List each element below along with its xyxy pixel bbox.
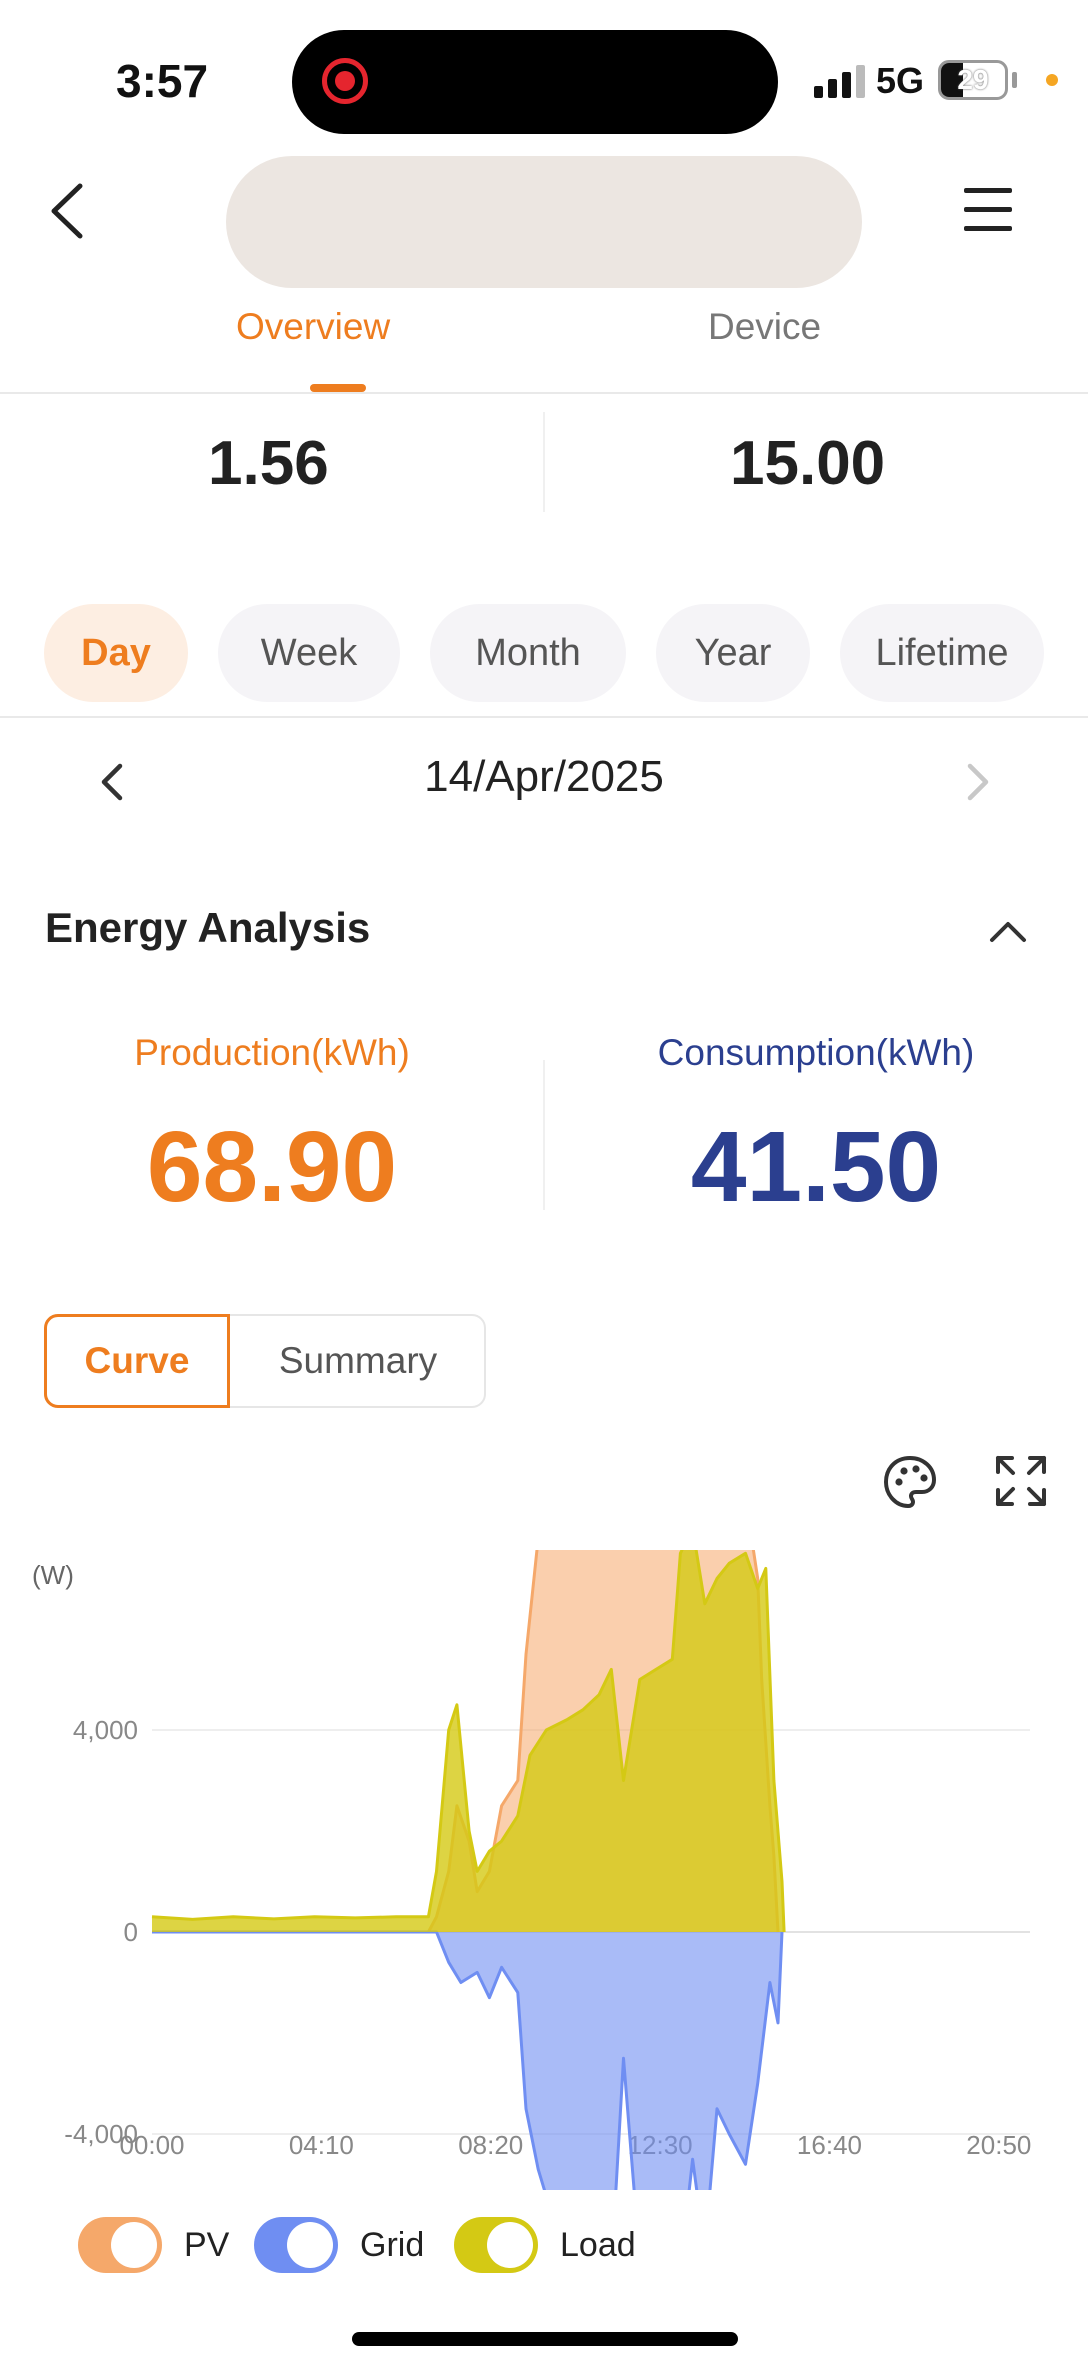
palette-icon bbox=[884, 1456, 936, 1508]
expand-icon bbox=[996, 1456, 1046, 1506]
network-type: 5G bbox=[876, 60, 925, 101]
legend-label-load: Load bbox=[560, 2225, 636, 2264]
production-label: Production(kWh) bbox=[134, 1032, 410, 1073]
tabs-divider bbox=[0, 392, 1088, 394]
production-value: 68.90 bbox=[146, 1111, 398, 1223]
energy-separator bbox=[543, 1060, 545, 1210]
privacy-indicator-dot bbox=[1046, 74, 1058, 86]
period-chip-year[interactable]: Year bbox=[656, 604, 810, 702]
consumption-label: Consumption(kWh) bbox=[657, 1032, 975, 1073]
collapse-section-button[interactable] bbox=[986, 912, 1030, 952]
series-area-load bbox=[152, 1550, 785, 1932]
hamburger-icon-line bbox=[964, 188, 1012, 193]
legend-label-pv: PV bbox=[184, 2225, 230, 2264]
status-bar: 3:57 5G 29 bbox=[0, 0, 1088, 150]
series-line-grid bbox=[152, 1930, 784, 2190]
series-line-load bbox=[151, 1550, 786, 1933]
hamburger-icon-line bbox=[964, 207, 1012, 212]
legend-toggle-load[interactable] bbox=[454, 2217, 538, 2273]
hamburger-icon-line bbox=[964, 226, 1012, 231]
screen-recording-icon bbox=[322, 58, 368, 104]
x-tick-label: 20:50 bbox=[966, 2130, 1031, 2160]
plant-name-placeholder bbox=[226, 156, 862, 288]
chevron-left-icon bbox=[51, 183, 83, 239]
cellular-signal-icon bbox=[814, 64, 866, 98]
section-title: Energy Analysis bbox=[45, 904, 371, 951]
back-button[interactable] bbox=[40, 176, 100, 246]
tab-overview[interactable]: Overview bbox=[236, 306, 391, 347]
legend-item-load[interactable]: Load bbox=[454, 2212, 636, 2278]
battery-icon: 29 bbox=[938, 60, 1008, 100]
stats-separator bbox=[543, 412, 545, 512]
legend-toggle-pv[interactable] bbox=[78, 2217, 162, 2273]
fullscreen-button[interactable] bbox=[992, 1452, 1050, 1510]
y-tick-label: 4,000 bbox=[73, 1715, 138, 1745]
summary-tab[interactable]: Summary bbox=[278, 1340, 438, 1381]
battery-nub bbox=[1012, 72, 1017, 88]
legend-item-grid[interactable]: Grid bbox=[254, 2212, 424, 2278]
y-tick-label: 0 bbox=[124, 1917, 138, 1947]
y-tick-label: -4,000 bbox=[64, 2119, 138, 2149]
previous-date-button[interactable] bbox=[92, 752, 132, 812]
series-area-grid bbox=[152, 1932, 783, 2190]
period-chip-lifetime[interactable]: Lifetime bbox=[840, 604, 1044, 702]
battery-level: 29 bbox=[957, 64, 989, 95]
legend-label-grid: Grid bbox=[360, 2225, 425, 2264]
power-curve-chart[interactable]: (W)12,0008,0004,0000-4,00000:0004:1008:2… bbox=[0, 1550, 1088, 2190]
curve-tab[interactable]: Curve bbox=[44, 1314, 230, 1408]
period-chip-week[interactable]: Week bbox=[218, 604, 400, 702]
x-tick-label: 04:10 bbox=[289, 2130, 354, 2160]
active-tab-indicator bbox=[310, 384, 366, 392]
legend-toggle-grid[interactable] bbox=[254, 2217, 338, 2273]
chevron-up-icon bbox=[990, 922, 1026, 942]
stat-right-value: 15.00 bbox=[730, 429, 886, 498]
x-tick-label: 16:40 bbox=[797, 2130, 862, 2160]
menu-button[interactable] bbox=[960, 182, 1016, 238]
chevron-right-icon bbox=[967, 763, 989, 801]
consumption-value: 41.50 bbox=[690, 1111, 942, 1223]
stat-left-value: 1.56 bbox=[208, 429, 329, 498]
chips-divider bbox=[0, 716, 1088, 718]
next-date-button[interactable] bbox=[958, 752, 998, 812]
period-chip-day[interactable]: Day bbox=[44, 604, 188, 702]
legend-item-pv[interactable]: PV bbox=[78, 2212, 229, 2278]
y-axis-unit-label: (W) bbox=[32, 1560, 74, 1590]
status-time: 3:57 bbox=[116, 55, 209, 107]
x-tick-label: 00:00 bbox=[119, 2130, 184, 2160]
dynamic-island bbox=[292, 30, 778, 134]
home-indicator bbox=[352, 2332, 738, 2346]
tab-device[interactable]: Device bbox=[708, 306, 822, 347]
x-tick-label: 08:20 bbox=[458, 2130, 523, 2160]
date-label[interactable]: 14/Apr/2025 bbox=[424, 752, 664, 801]
period-chip-month[interactable]: Month bbox=[430, 604, 626, 702]
chevron-left-icon bbox=[101, 763, 123, 801]
palette-button[interactable] bbox=[880, 1452, 940, 1512]
